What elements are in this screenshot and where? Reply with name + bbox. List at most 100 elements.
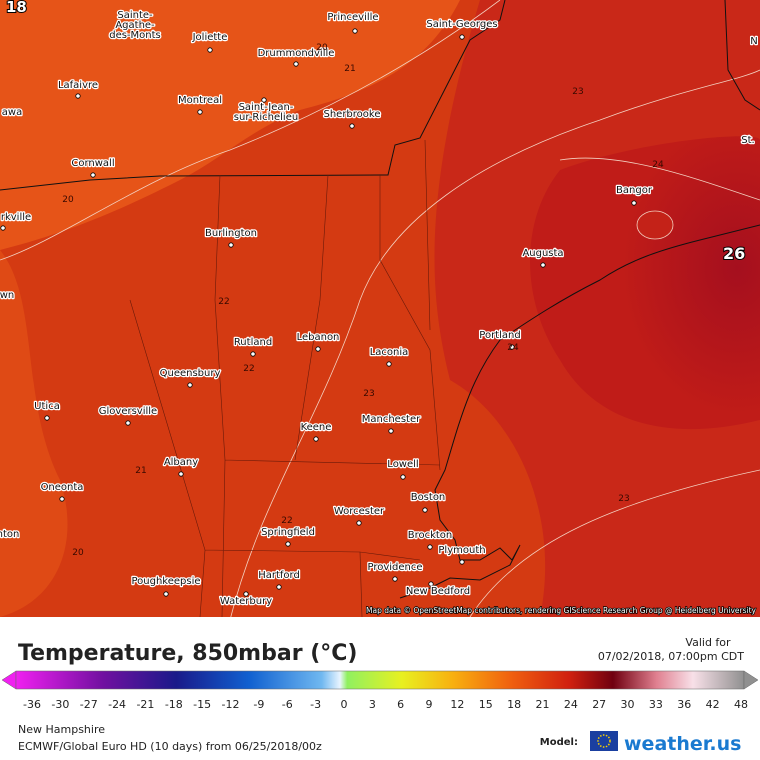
state-line [129, 139, 441, 618]
city-dot [540, 262, 546, 268]
city-label: Oneonta [41, 482, 84, 493]
contour-label: 21 [135, 466, 146, 476]
brand: weather.us [624, 733, 741, 755]
city-label: Boston [411, 492, 446, 503]
city-dot [44, 415, 50, 421]
city-dot [349, 123, 355, 129]
max-label: 26 [723, 244, 745, 263]
colorbar-tick: 9 [426, 698, 433, 711]
city-dot [427, 544, 433, 550]
city-dot [285, 541, 291, 547]
city-label: Lowell [387, 459, 418, 470]
city-label: Sainte- [117, 10, 153, 21]
city-dot [90, 172, 96, 178]
city-label: Keene [301, 422, 332, 433]
model-run: ECMWF/Global Euro HD (10 days) from 06/2… [18, 740, 322, 753]
contour-labels: 20 21 23 24 20 22 22 23 21 22 20 23 24 [62, 43, 664, 558]
contour-label: 22 [281, 516, 292, 526]
colorbar-ticks: -36 -30 -27 -24 -21 -18 -15 -12 -9 -6 -3 0 3 6 9 12 15 18… [23, 698, 748, 711]
city-label: Rutland [234, 337, 272, 348]
city-label: Laconia [370, 347, 409, 358]
city-dot [352, 28, 358, 34]
colorbar-tick: 42 [706, 698, 720, 711]
isotherm [636, 210, 674, 240]
colorbar-tick: -6 [282, 698, 293, 711]
city-label: Lebanon [297, 332, 340, 343]
city-dot [207, 47, 213, 53]
city-dot [75, 93, 81, 99]
city-label: Manchester [362, 414, 421, 425]
city-label: Utica [34, 401, 60, 412]
colorbar-tick: 30 [621, 698, 635, 711]
city-dot [315, 346, 321, 352]
city-label: Joliette [192, 32, 228, 43]
city-dot [356, 520, 362, 526]
contour-label: 20 [72, 548, 84, 558]
corner-label: 18 [6, 0, 27, 16]
city-dot [388, 428, 394, 434]
city-label: Portland [479, 330, 520, 341]
city-label: Gloversville [99, 406, 157, 417]
colorbar [15, 670, 745, 690]
colorbar-tick: 6 [397, 698, 404, 711]
city-dot [178, 471, 184, 477]
city-label: Hartford [258, 570, 300, 581]
contour-label: 22 [218, 297, 229, 307]
city-dot [0, 225, 6, 231]
contour-label: 23 [618, 494, 629, 504]
colorbar-tick: -30 [51, 698, 69, 711]
hot-zone [530, 136, 760, 430]
colorbar-tick: 48 [734, 698, 748, 711]
colorbar-tick: -3 [310, 698, 321, 711]
city-dot [631, 200, 637, 206]
region: New Hampshire [18, 723, 105, 736]
city-dot [163, 591, 169, 597]
contour-label: 21 [344, 64, 355, 74]
city-label: Waterbury [220, 596, 272, 607]
contour-label: 22 [243, 364, 254, 374]
colorbar-tick: 3 [369, 698, 376, 711]
city-label: Augusta [522, 248, 563, 259]
warm-zone [0, 0, 460, 250]
colorbar-tick: 24 [564, 698, 578, 711]
city-dot [187, 382, 193, 388]
city-label: Burlington [205, 228, 257, 239]
city-label: awa [2, 107, 22, 118]
city-dot [243, 591, 249, 597]
city-label: Saint-Jean- [239, 102, 294, 113]
contour-label: 20 [316, 43, 328, 53]
coastline [399, 224, 760, 599]
city-label: des-Monts [109, 30, 161, 41]
isotherm [0, 0, 501, 261]
border [0, 0, 506, 191]
city-dot [459, 559, 465, 565]
city-label: Poughkeepsie [131, 576, 200, 587]
colorbar-tick: 27 [592, 698, 606, 711]
city-dot [261, 97, 267, 103]
city-dot [459, 34, 465, 40]
isotherm [559, 157, 760, 201]
model-label: Model: [540, 737, 578, 748]
contour-label: 24 [652, 160, 664, 170]
city-label: Sherbrooke [323, 109, 380, 120]
colorbar-tick: 36 [677, 698, 691, 711]
eu-flag [590, 731, 618, 751]
city-label: St. [741, 135, 754, 146]
city-label: Lafaivre [58, 80, 98, 91]
city-label: Queensbury [160, 368, 221, 379]
city-dot [228, 242, 234, 248]
city-label: Worcester [334, 506, 385, 517]
colorbar-tick: -9 [253, 698, 264, 711]
city-dot [125, 420, 131, 426]
colorbar-tick: -12 [222, 698, 240, 711]
map: 18 26 Sainte-Agathe-des-Monts Joliette Pri… [0, 0, 760, 621]
city-dot [386, 361, 392, 367]
colorbar-tick: -36 [23, 698, 41, 711]
contour-label: 23 [363, 389, 374, 399]
city-dot [400, 474, 406, 480]
city-dot [428, 581, 434, 587]
contour-label: 23 [572, 87, 583, 97]
colorbar-tick: -18 [165, 698, 183, 711]
